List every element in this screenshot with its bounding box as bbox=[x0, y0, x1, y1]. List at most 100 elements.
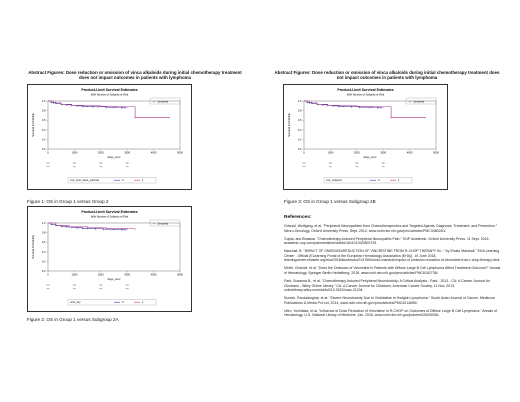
censor-mark: + bbox=[351, 105, 353, 109]
y-tick-label: 0.8 bbox=[42, 109, 46, 113]
legend-censored-marker: + bbox=[153, 222, 155, 226]
y-tick-label: 0.6 bbox=[298, 118, 302, 122]
strata-legend-box bbox=[67, 177, 157, 184]
censor-mark: + bbox=[71, 103, 73, 107]
y-tick-label: 1.0 bbox=[42, 99, 46, 103]
censor-mark: + bbox=[343, 104, 345, 108]
censor-mark: + bbox=[134, 115, 136, 119]
survival-curve-series-0 bbox=[48, 100, 126, 109]
y-tick-label: 0.6 bbox=[42, 118, 46, 122]
y-tick-label: 1.0 bbox=[298, 99, 302, 103]
censor-mark: + bbox=[92, 105, 94, 109]
strata-legend-label: omit_any bbox=[70, 300, 81, 304]
reference-item: Mörth, Charlott, et al. "Does the Omissi… bbox=[284, 266, 501, 276]
y-tick-label: 0.0 bbox=[42, 147, 46, 151]
chart-subtitle: With Number of Subjects at Risk bbox=[347, 93, 385, 97]
figure-2-plot: Product-Limit Survival Estimates With Num… bbox=[27, 206, 192, 312]
x-tick-label: 1000 bbox=[72, 151, 78, 155]
x-axis-label: days_surv bbox=[108, 277, 121, 281]
x-tick-label: 4000 bbox=[151, 273, 157, 277]
censor-mark: + bbox=[50, 101, 52, 105]
censor-mark: + bbox=[308, 101, 310, 105]
x-tick-label: 5000 bbox=[177, 151, 183, 155]
strata-legend-label: vinc_reduced bbox=[326, 178, 342, 182]
x-tick-label: 4000 bbox=[151, 151, 157, 155]
strata-legend-box bbox=[67, 299, 157, 306]
censor-mark: + bbox=[340, 104, 342, 108]
censor-mark: + bbox=[126, 227, 128, 231]
censor-mark: + bbox=[113, 227, 115, 231]
figure-3-caption: Figure 3: OS in Group 1 versus Subgroup … bbox=[284, 199, 376, 204]
censor-mark: + bbox=[97, 105, 99, 109]
figure-2-caption: Figure 2: OS in Group 1 versus Subgroup … bbox=[27, 317, 119, 322]
censor-mark: + bbox=[52, 101, 54, 105]
censor-mark: + bbox=[125, 228, 127, 232]
x-tick-label: 0 bbox=[303, 151, 305, 155]
censor-mark: + bbox=[81, 104, 83, 108]
x-tick-label: 5000 bbox=[177, 273, 183, 277]
figure-1-caption: Figure 1: OS in Group 1 versus Group 2 bbox=[27, 199, 109, 204]
censor-mark: + bbox=[105, 105, 107, 109]
censor-mark: + bbox=[381, 106, 383, 110]
censor-mark: + bbox=[65, 225, 67, 229]
censor-mark: + bbox=[102, 227, 104, 231]
censor-mark: + bbox=[306, 101, 308, 105]
censor-mark: + bbox=[121, 106, 123, 110]
strata-legend-level: 1 bbox=[142, 300, 144, 304]
x-tick-label: 3000 bbox=[380, 151, 386, 155]
plot-frame bbox=[303, 100, 437, 150]
reference-item: Park, Susanna B., et al. "Chemotherapy-I… bbox=[284, 279, 490, 293]
reference-item: Gupta, and Bhaskar. "Chemotherapy-Induce… bbox=[284, 236, 490, 246]
survival-curve-series-1 bbox=[48, 100, 170, 118]
censor-mark: + bbox=[168, 115, 170, 119]
censor-mark: + bbox=[60, 224, 62, 228]
censor-mark: + bbox=[87, 104, 89, 108]
x-tick-label: 0 bbox=[47, 273, 49, 277]
censor-mark: + bbox=[125, 106, 127, 110]
y-axis-label: Survival Probability bbox=[287, 113, 291, 137]
censor-mark: + bbox=[116, 105, 118, 109]
x-tick-label: 1000 bbox=[328, 151, 334, 155]
censor-mark: + bbox=[372, 105, 374, 109]
legend-censored-marker: + bbox=[153, 100, 155, 104]
x-tick-label: 3000 bbox=[124, 151, 130, 155]
censor-mark: + bbox=[76, 104, 78, 108]
y-tick-label: 0.6 bbox=[42, 240, 46, 244]
x-tick-label: 1000 bbox=[72, 273, 78, 277]
strata-legend-label: vinc_omit_dose_reduced bbox=[70, 178, 99, 182]
censor-mark: + bbox=[332, 104, 334, 108]
y-tick-label: 0.0 bbox=[42, 269, 46, 273]
survival-curve-series-1 bbox=[48, 222, 136, 230]
strata-legend-level: 0 bbox=[122, 178, 124, 182]
censor-mark: + bbox=[382, 105, 384, 109]
reference-item: Suresh, Pandalanghat, et al. "Severe Neu… bbox=[284, 296, 495, 305]
plot-frame bbox=[47, 222, 181, 272]
censor-mark: + bbox=[87, 226, 89, 230]
chart-title: Product-Limit Survival Estimates bbox=[81, 210, 137, 214]
censor-mark: + bbox=[377, 106, 379, 110]
censor-mark: + bbox=[113, 105, 115, 109]
reference-item: Ufen, Yoshitaka, et al. "Influence of Do… bbox=[284, 308, 497, 318]
censor-mark: + bbox=[76, 226, 78, 230]
censor-mark: + bbox=[356, 104, 358, 108]
x-axis-label: days_surv bbox=[108, 155, 121, 159]
right-panel-title: Abstract Figures: Dose reduction or omis… bbox=[274, 70, 500, 81]
chart-title: Product-Limit Survival Estimates bbox=[337, 88, 393, 92]
legend-censored-label: Censored bbox=[413, 99, 425, 103]
plot-frame bbox=[47, 100, 181, 150]
censor-mark: + bbox=[369, 105, 371, 109]
censor-mark: + bbox=[358, 105, 360, 109]
chart-subtitle: With Number of Subjects at Risk bbox=[91, 93, 129, 97]
reference-item: Griwold, Wolfgang, et al. "Peripheral Ne… bbox=[284, 224, 498, 233]
y-tick-label: 0.4 bbox=[298, 128, 302, 132]
censor-mark: + bbox=[105, 226, 107, 230]
left-panel-title: Abstract Figures: Dose reduction or omis… bbox=[28, 70, 242, 81]
x-tick-label: 3000 bbox=[124, 273, 130, 277]
censor-mark: + bbox=[50, 223, 52, 227]
x-tick-label: 2000 bbox=[98, 273, 104, 277]
legend-censored-marker: + bbox=[409, 100, 411, 104]
y-tick-label: 0.8 bbox=[42, 231, 46, 235]
censor-mark: + bbox=[424, 115, 426, 119]
